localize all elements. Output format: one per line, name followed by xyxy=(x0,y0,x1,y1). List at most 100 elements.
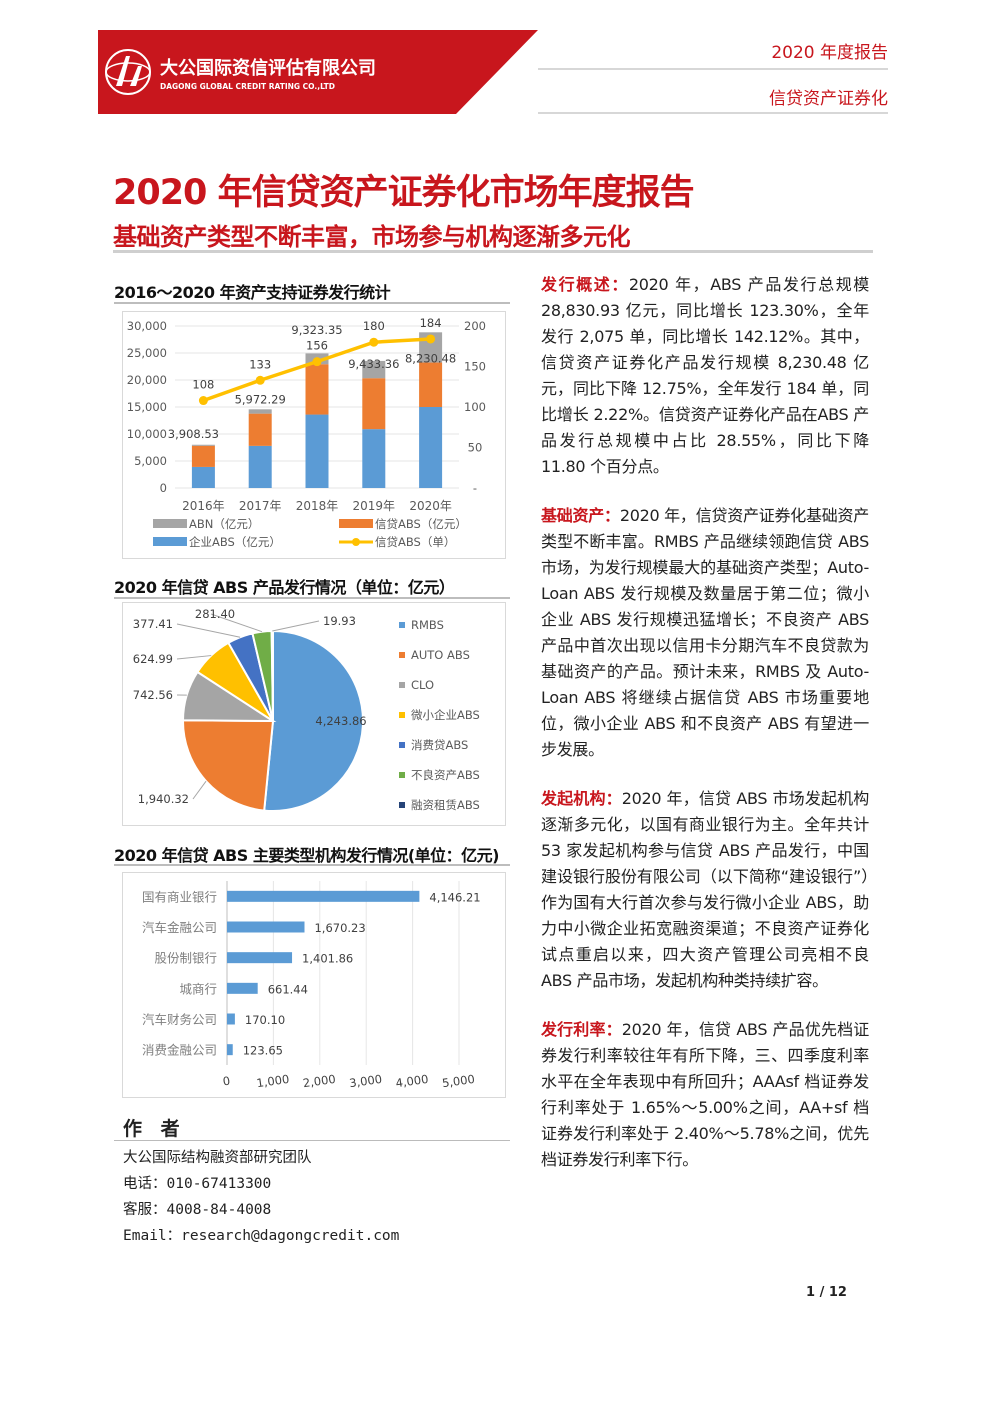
x-tick-label: 0 xyxy=(222,1074,231,1089)
y-left-tick: 30,000 xyxy=(127,319,167,333)
legend-swatch xyxy=(153,537,187,546)
author-rule xyxy=(114,1140,510,1141)
x-tick-label: 2020年 xyxy=(409,499,452,513)
bar xyxy=(227,952,293,964)
report-category: 信贷资产证券化 xyxy=(769,89,888,109)
legend-label: 信贷ABS（单） xyxy=(375,535,455,549)
chart3-title: 2020 年信贷 ABS 主要类型机构发行情况(单位：亿元) xyxy=(114,846,499,865)
pie-data-label: 742.56 xyxy=(133,688,173,702)
para-head: 发起机构： xyxy=(541,789,622,808)
header-rule-top xyxy=(538,68,888,70)
bar-data-label: 1,401.86 xyxy=(302,952,353,966)
x-tick-label: 5,000 xyxy=(441,1072,476,1090)
legend-swatch xyxy=(399,772,405,778)
pie-slice xyxy=(270,629,274,722)
bar-data-label: 8,230.48 xyxy=(405,352,456,366)
para-head: 基础资产： xyxy=(541,506,620,525)
category-label: 汽车金融公司 xyxy=(142,920,217,935)
para-head: 发行利率： xyxy=(541,1020,622,1039)
line-point xyxy=(369,337,379,347)
pie-data-label: 4,243.86 xyxy=(315,714,366,728)
legend-swatch xyxy=(399,622,405,628)
x-tick-label: 2016年 xyxy=(182,499,225,513)
leader-line xyxy=(210,613,263,633)
author-email[interactable]: Email：research@dagongcredit.com xyxy=(123,1228,400,1244)
legend-label: AUTO ABS xyxy=(411,648,470,662)
bar-data-label: 170.10 xyxy=(245,1013,285,1027)
bar-data-label: 5,972.29 xyxy=(235,393,286,407)
category-label: 汽车财务公司 xyxy=(142,1012,217,1027)
y-left-tick: 0 xyxy=(160,481,167,495)
line-data-label: 108 xyxy=(192,378,214,392)
institution-bar-chart: 0 1,000 2,000 3,000 4,000 5,000 国有商业银行 4,146.21… xyxy=(122,872,506,1098)
legend-label: CLO xyxy=(411,678,434,692)
bar-segment xyxy=(191,444,215,446)
para-issuance-overview: 发行概述：2020 年，ABS 产品发行总规模 28,830.93 亿元，同比增… xyxy=(541,272,869,480)
legend-swatch xyxy=(399,712,405,718)
legend-label: 不良资产ABS xyxy=(411,768,480,782)
bar-segment xyxy=(419,407,443,488)
x-tick-label: 2019年 xyxy=(353,499,396,513)
company-logo-icon xyxy=(105,49,151,95)
report-year: 2020 年度报告 xyxy=(771,43,888,63)
bar-segment xyxy=(248,409,272,414)
y-right-tick: 150 xyxy=(464,360,486,374)
company-name-en: DAGONG GLOBAL CREDIT RATING CO.,LTD xyxy=(160,82,335,91)
category-label: 城商行 xyxy=(179,981,217,996)
y-right-tick: 100 xyxy=(464,400,486,414)
line-point xyxy=(426,334,436,344)
x-tick-label: 2018年 xyxy=(296,499,339,513)
pie-data-label: 377.41 xyxy=(133,617,173,631)
legend-swatch xyxy=(352,538,360,546)
author-heading: 作 者 xyxy=(123,1118,186,1140)
para-body: 2020 年，ABS 产品发行总规模 28,830.93 亿元，同比增长 123… xyxy=(541,275,869,476)
bar-data-label: 123.65 xyxy=(243,1044,283,1058)
y-right-tick: 200 xyxy=(464,319,486,333)
pie-slice xyxy=(263,629,365,812)
chart2-rule xyxy=(114,597,510,599)
legend-label: RMBS xyxy=(411,618,444,632)
legend-swatch xyxy=(399,802,405,808)
x-tick-label: 2017年 xyxy=(239,499,282,513)
bar-segment xyxy=(419,362,443,407)
legend-swatch xyxy=(399,682,405,688)
pie-data-label: 281.40 xyxy=(195,607,235,621)
pie-data-label: 624.99 xyxy=(133,652,173,666)
bar-segment xyxy=(191,466,215,488)
category-label: 国有商业银行 xyxy=(142,889,217,904)
y-left-tick: 15,000 xyxy=(127,400,167,414)
company-name-cn: 大公国际资信评估有限公司 xyxy=(160,57,376,79)
issuance-stacked-chart: 0 5,000 10,000 15,000 20,000 25,000 30,000 - 50 1… xyxy=(122,311,506,559)
author-service: 客服：4008-84-4008 xyxy=(123,1202,272,1218)
para-underlying-assets: 基础资产：2020 年，信贷资产证券化基础资产类型不断丰富。RMBS 产品继续领… xyxy=(541,503,869,763)
header-rule-bottom xyxy=(538,112,888,114)
bar-segment xyxy=(305,364,329,415)
legend-label: 微小企业ABS xyxy=(411,708,480,722)
page-title: 2020 年信贷资产证券化市场年度报告 xyxy=(113,173,695,213)
leader-line xyxy=(192,780,207,800)
x-tick-label: 1,000 xyxy=(256,1072,291,1090)
bar xyxy=(227,982,258,994)
legend-label: 企业ABS（亿元） xyxy=(189,535,281,549)
para-body: 2020 年，信贷 ABS 市场发起机构逐渐多元化，以国有商业银行为主。全年共计… xyxy=(541,789,869,990)
y-left-tick: 10,000 xyxy=(127,427,167,441)
y-right-tick: 50 xyxy=(468,441,483,455)
summary-column: 发行概述：2020 年，ABS 产品发行总规模 28,830.93 亿元，同比增… xyxy=(541,272,869,1196)
line-data-label: 180 xyxy=(363,319,385,333)
leader-line xyxy=(272,620,320,632)
para-originators: 发起机构：2020 年，信贷 ABS 市场发起机构逐渐多元化，以国有商业银行为主… xyxy=(541,786,869,994)
line-point xyxy=(255,375,265,385)
bar xyxy=(227,890,420,902)
bar xyxy=(227,1044,233,1056)
y-left-tick: 25,000 xyxy=(127,346,167,360)
pie-data-label: 1,940.32 xyxy=(138,792,189,806)
y-right-tick: - xyxy=(473,481,477,495)
para-head: 发行概述： xyxy=(541,275,629,294)
line-data-label: 184 xyxy=(420,316,442,330)
bar xyxy=(227,1013,235,1025)
x-tick-label: 2,000 xyxy=(302,1072,337,1090)
leader-line xyxy=(176,623,241,638)
bar-segment xyxy=(362,360,386,379)
credit-abs-pie-chart: 4,243.86 1,940.32 742.56 624.99 377.41 281.40… xyxy=(122,602,506,826)
category-label: 股份制银行 xyxy=(154,951,217,966)
